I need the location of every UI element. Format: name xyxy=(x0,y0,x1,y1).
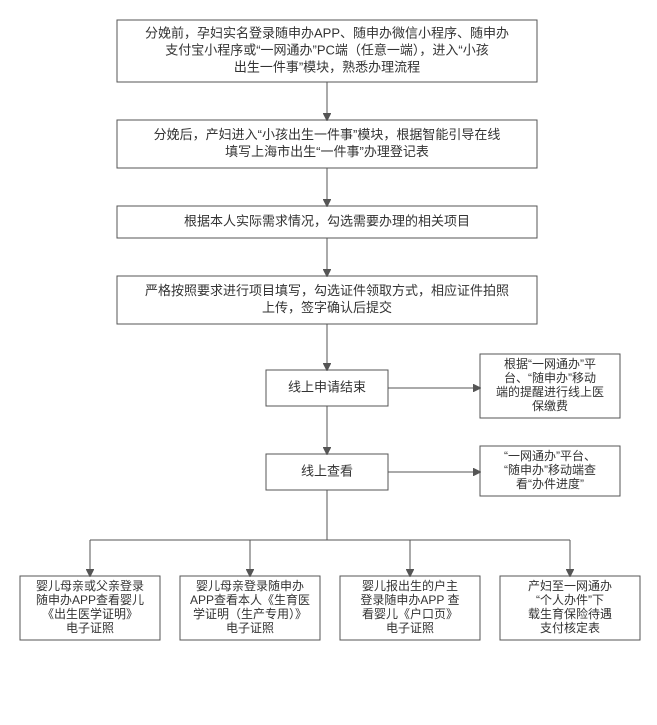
flow-node-n6: 线上查看 xyxy=(266,454,388,490)
flow-node-n3: 根据本人实际需求情况，勾选需要办理的相关项目 xyxy=(117,206,537,238)
node-text: 分娩前，孕妇实名登录随申办APP、随申办微信小程序、随申办 xyxy=(145,25,509,40)
node-text: 分娩后，产妇进入“小孩出生一件事”模块，根据智能引导在线 xyxy=(154,127,501,142)
node-text: 填写上海市出生“一件事”办理登记表 xyxy=(225,144,429,159)
node-text: 看婴儿《户口页》 xyxy=(362,606,458,621)
node-text: 支付核定表 xyxy=(540,620,600,635)
node-text: 根据“一网通办”平 xyxy=(504,356,596,371)
node-text: 电子证照 xyxy=(66,621,114,635)
node-text: 台、“随申办”移动 xyxy=(504,370,596,385)
node-text: APP查看本人《生育医 xyxy=(190,592,310,607)
flow-node-b4: 产妇至一网通办“个人办件”下载生育保险待遇支付核定表 xyxy=(500,576,640,640)
flow-node-n4: 严格按照要求进行项目填写，勾选证件领取方式，相应证件拍照上传，签字确认后提交 xyxy=(117,276,537,324)
node-text: 线上申请结束 xyxy=(288,379,366,394)
node-text: 出生一件事”模块，熟悉办理流程 xyxy=(234,59,420,74)
node-text: 严格按照要求进行项目填写，勾选证件领取方式，相应证件拍照 xyxy=(145,283,509,298)
node-text: 《出生医学证明》 xyxy=(42,606,138,621)
node-text: 支付宝小程序或“一网通办”PC端（任意一端），进入“小孩 xyxy=(165,42,489,57)
flow-node-b2: 婴儿母亲登录随申办APP查看本人《生育医学证明（生产专用）》电子证照 xyxy=(180,576,320,640)
node-text: 根据本人实际需求情况，勾选需要办理的相关项目 xyxy=(184,213,470,228)
node-text: 婴儿母亲登录随申办 xyxy=(196,578,304,593)
node-text: 随申办APP查看婴儿 xyxy=(36,592,144,607)
flow-node-n1: 分娩前，孕妇实名登录随申办APP、随申办微信小程序、随申办支付宝小程序或“一网通… xyxy=(117,20,537,82)
node-text: 婴儿报出生的户主 xyxy=(362,578,458,593)
node-text: “个人办件”下 xyxy=(536,592,604,607)
flow-node-s6: “一网通办”平台、“随申办”移动端查看“办件进度” xyxy=(480,446,620,496)
node-text: 电子证照 xyxy=(386,621,434,635)
flow-node-b3: 婴儿报出生的户主登录随申办APP 查看婴儿《户口页》电子证照 xyxy=(340,576,480,640)
node-text: 看“办件进度” xyxy=(516,476,584,491)
node-text: “一网通办”平台、 xyxy=(504,448,596,463)
node-text: 线上查看 xyxy=(301,463,353,478)
flow-node-n5: 线上申请结束 xyxy=(266,370,388,406)
node-text: 端的提醒进行线上医 xyxy=(496,384,604,399)
node-text: 上传，签字确认后提交 xyxy=(262,300,392,315)
node-text: 婴儿母亲或父亲登录 xyxy=(36,578,144,593)
node-text: 保缴费 xyxy=(532,398,568,413)
node-text: “随申办”移动端查 xyxy=(504,462,596,477)
flow-node-s5: 根据“一网通办”平台、“随申办”移动端的提醒进行线上医保缴费 xyxy=(480,354,620,418)
node-text: 载生育保险待遇 xyxy=(528,606,612,621)
node-text: 电子证照 xyxy=(226,621,274,635)
node-text: 学证明（生产专用）》 xyxy=(193,606,307,621)
node-text: 产妇至一网通办 xyxy=(528,578,612,593)
node-text: 登录随申办APP 查 xyxy=(360,592,459,607)
flow-node-n2: 分娩后，产妇进入“小孩出生一件事”模块，根据智能引导在线填写上海市出生“一件事”… xyxy=(117,120,537,168)
flow-node-b1: 婴儿母亲或父亲登录随申办APP查看婴儿《出生医学证明》电子证照 xyxy=(20,576,160,640)
